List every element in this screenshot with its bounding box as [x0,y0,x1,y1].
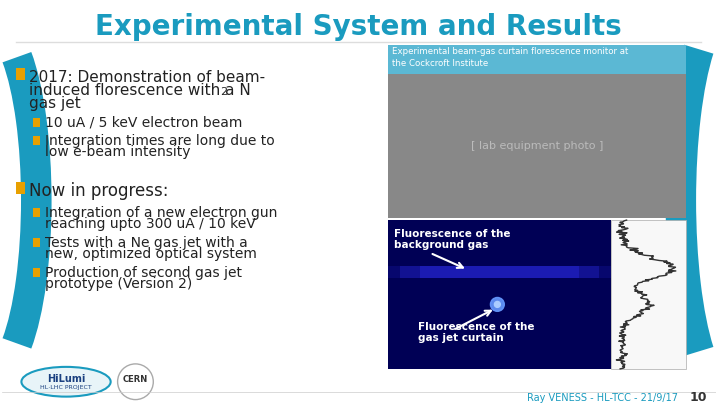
Text: Ray VENESS - HL-TCC - 21/9/17: Ray VENESS - HL-TCC - 21/9/17 [527,392,678,403]
FancyBboxPatch shape [33,238,40,247]
Circle shape [117,364,153,400]
Text: Integration of a new electron gun: Integration of a new electron gun [45,206,278,220]
FancyBboxPatch shape [17,68,25,80]
Text: prototype (Version 2): prototype (Version 2) [45,277,192,290]
Text: Fluorescence of the: Fluorescence of the [395,229,510,239]
Text: HiLumi: HiLumi [47,374,85,384]
Text: 10: 10 [690,391,708,404]
Text: reaching upto 300 uA / 10 keV: reaching upto 300 uA / 10 keV [45,217,256,231]
Text: Now in progress:: Now in progress: [30,182,169,200]
Text: CERN: CERN [123,375,148,384]
Text: 2: 2 [220,87,227,97]
FancyBboxPatch shape [400,266,598,278]
Text: low e-beam intensity: low e-beam intensity [45,145,191,159]
Text: Integration times are long due to: Integration times are long due to [45,134,275,148]
FancyBboxPatch shape [33,268,40,277]
Text: 10 uA / 5 keV electron beam: 10 uA / 5 keV electron beam [45,116,243,130]
FancyBboxPatch shape [388,45,685,75]
FancyBboxPatch shape [388,75,685,218]
Circle shape [490,297,504,311]
Text: Experimental beam-gas curtain florescence monitor at: Experimental beam-gas curtain florescenc… [392,47,629,56]
Text: the Cockcroft Institute: the Cockcroft Institute [392,59,488,68]
Text: Production of second gas jet: Production of second gas jet [45,266,242,280]
Text: 2017: Demonstration of beam-: 2017: Demonstration of beam- [30,70,266,85]
Ellipse shape [22,367,111,396]
Text: background gas: background gas [395,240,489,250]
FancyBboxPatch shape [420,266,579,278]
FancyBboxPatch shape [388,266,611,278]
FancyBboxPatch shape [33,136,40,145]
FancyBboxPatch shape [33,208,40,217]
Text: HL·LHC PROJECT: HL·LHC PROJECT [40,385,92,390]
FancyBboxPatch shape [388,220,611,369]
Text: [ lab equipment photo ]: [ lab equipment photo ] [471,141,603,151]
Circle shape [495,301,500,307]
Text: new, optimized optical system: new, optimized optical system [45,247,257,261]
FancyBboxPatch shape [33,118,40,127]
Text: Experimental System and Results: Experimental System and Results [95,13,622,41]
FancyBboxPatch shape [17,182,25,194]
Text: gas jet: gas jet [30,96,81,111]
Text: gas jet curtain: gas jet curtain [418,333,504,343]
FancyBboxPatch shape [611,220,685,369]
Text: Tests with a Ne gas jet with a: Tests with a Ne gas jet with a [45,236,248,250]
Text: Fluorescence of the: Fluorescence of the [418,322,534,332]
Text: induced florescence with a N: induced florescence with a N [30,83,251,98]
